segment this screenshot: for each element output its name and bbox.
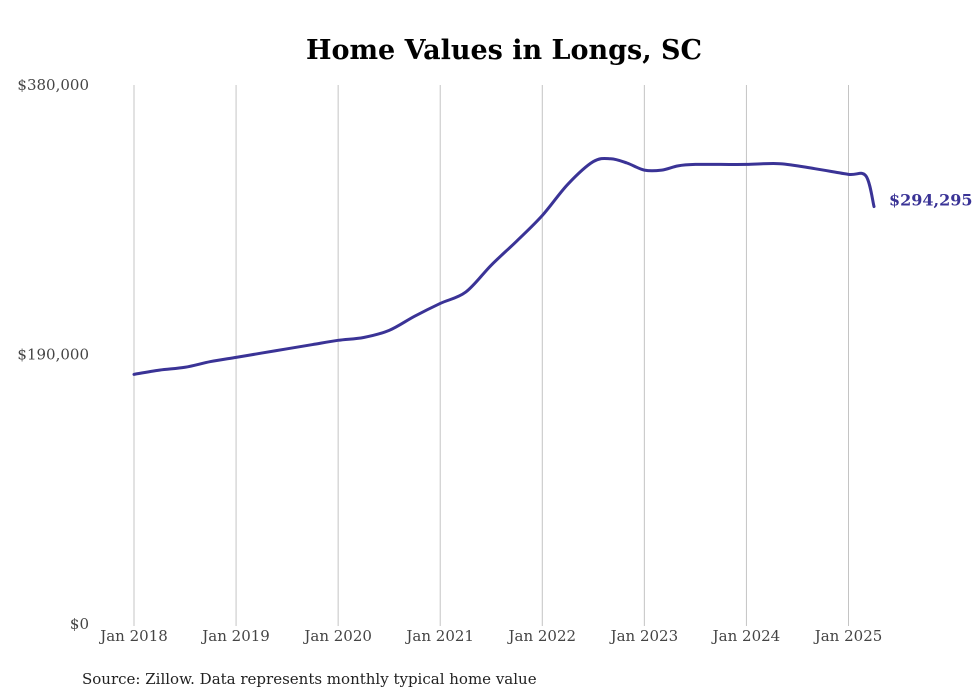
x-tick-label: Jan 2022 — [507, 627, 577, 645]
chart-title: Home Values in Longs, SC — [306, 35, 702, 66]
y-tick-label: $0 — [70, 615, 89, 633]
x-tick-label: Jan 2021 — [404, 627, 474, 645]
x-tick-label: Jan 2020 — [302, 627, 372, 645]
x-tick-label: Jan 2019 — [200, 627, 270, 645]
vertical-gridlines — [133, 85, 849, 626]
y-tick-label: $380,000 — [17, 76, 89, 94]
x-axis-labels: Jan 2018 Jan 2019 Jan 2020 Jan 2021 Jan 2022… — [98, 627, 882, 645]
home-value-line — [132, 156, 876, 376]
latest-value-label: $294,295 — [889, 191, 973, 210]
x-tick-label: Jan 2018 — [98, 627, 168, 645]
source-note: Source: Zillow. Data represents monthly … — [82, 670, 537, 688]
y-tick-label: $190,000 — [17, 346, 89, 364]
x-tick-label: Jan 2023 — [609, 627, 679, 645]
x-tick-label: Jan 2025 — [813, 627, 883, 645]
x-tick-label: Jan 2024 — [711, 627, 781, 645]
y-axis-labels: $0 $190,000 $380,000 — [17, 76, 89, 633]
